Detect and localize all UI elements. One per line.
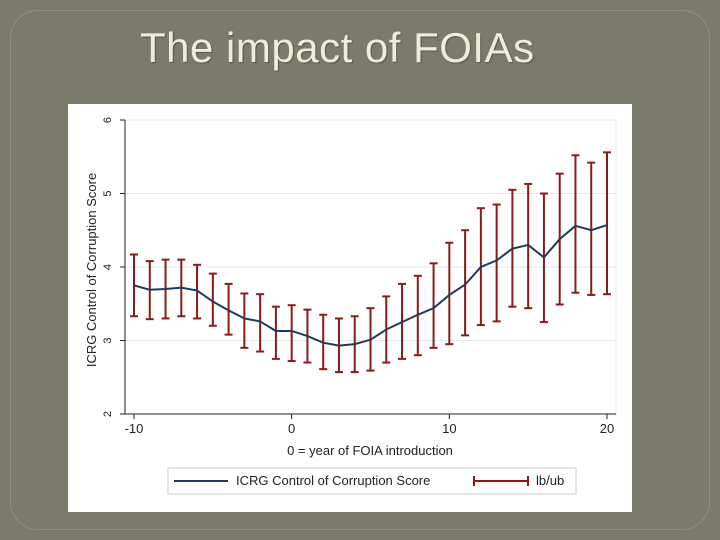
slide-title: The impact of FOIAs <box>140 24 535 71</box>
y-tick-label: 5 <box>102 190 114 196</box>
x-tick-label: -10 <box>125 421 144 436</box>
legend-label-estimate: ICRG Control of Corruption Score <box>236 473 430 488</box>
x-ticks: -10 0 10 20 <box>125 414 614 436</box>
slide-frame <box>10 10 710 530</box>
legend: ICRG Control of Corruption Score lb/ub <box>167 467 577 495</box>
y-tick-label: 2 <box>102 411 114 417</box>
y-tick-label: 6 <box>102 117 114 123</box>
x-axis-label: 0 = year of FOIA introduction <box>287 443 453 458</box>
chart-svg: -10 0 10 20 2 3 4 5 6 0 = year of FOIA introduc… <box>84 117 617 495</box>
y-ticks: 2 3 4 5 6 <box>102 117 125 417</box>
estimate-line <box>133 224 608 347</box>
x-tick-label: 10 <box>442 421 456 436</box>
y-tick-label: 3 <box>102 337 114 343</box>
x-tick-label: 20 <box>600 421 614 436</box>
chart-panel: -10 0 10 20 2 3 4 5 6 0 = year of FOIA introduc… <box>68 104 632 512</box>
legend-label-bounds: lb/ub <box>536 473 564 488</box>
y-axis-label: ICRG Control of Corruption Score <box>84 173 99 367</box>
estimate-line-group <box>133 224 608 347</box>
x-tick-label: 0 <box>288 421 295 436</box>
y-tick-label: 4 <box>102 264 114 270</box>
